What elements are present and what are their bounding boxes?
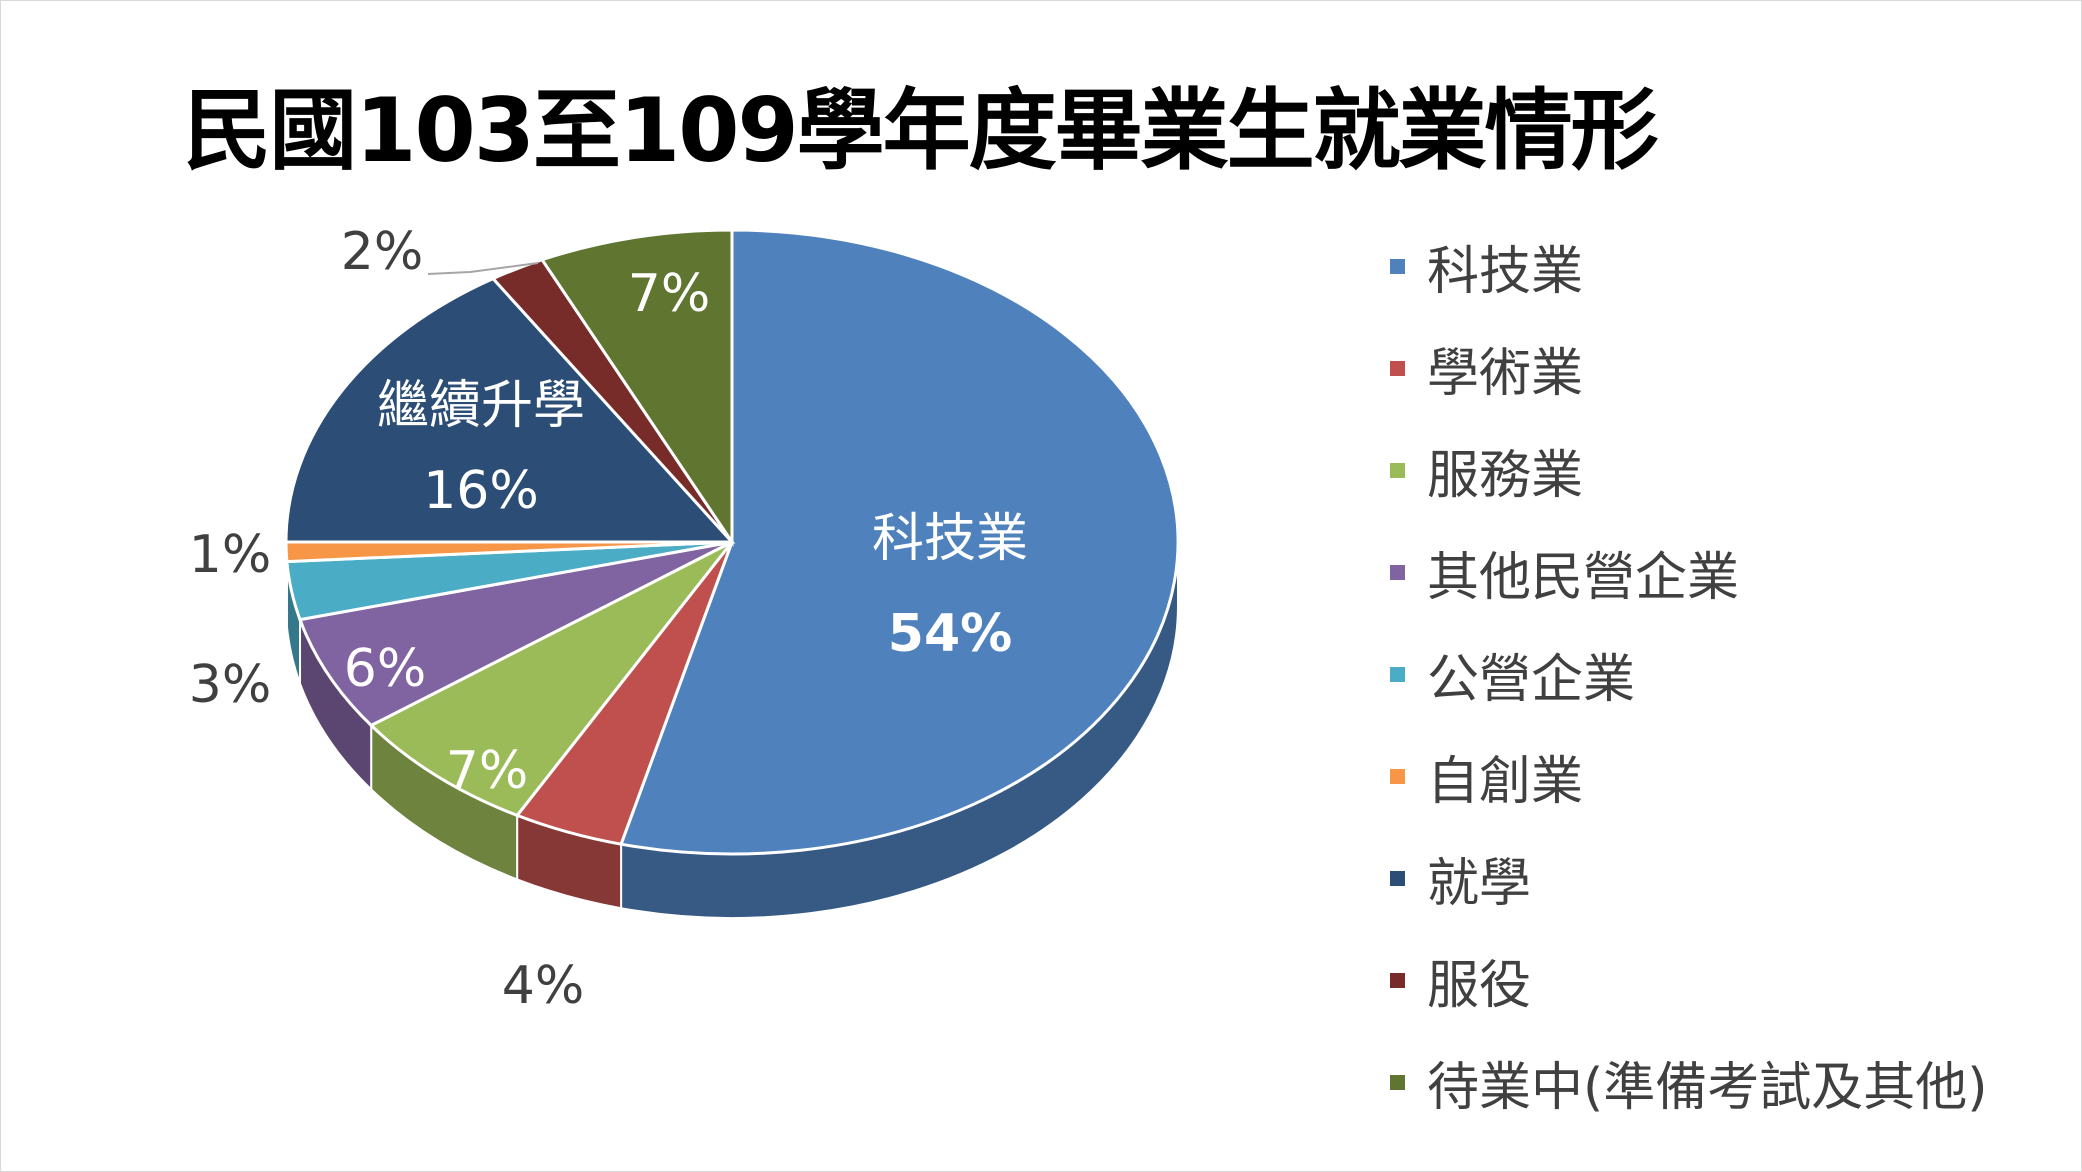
legend-label: 服役 <box>1427 955 1532 1016</box>
legend-item: 服役 <box>1390 929 1988 1031</box>
legend-swatch <box>1390 972 1405 988</box>
legend-swatch <box>1390 360 1405 376</box>
data-label: 4% <box>502 956 585 1016</box>
legend-label: 公營企業 <box>1427 649 1636 710</box>
legend-item: 科技業 <box>1390 215 1988 317</box>
data-label: 3% <box>189 655 272 715</box>
data-label: 7% <box>628 264 711 324</box>
legend-label: 學術業 <box>1427 343 1584 404</box>
data-label: 6% <box>344 639 427 699</box>
pie-slice <box>284 276 736 544</box>
pie-slice <box>368 540 734 818</box>
legend-swatch <box>1390 564 1405 580</box>
legend: 科技業學術業服務業其他民營企業 公營企業自創業就學服役待業中(準備考試及其他) <box>1390 215 1988 1133</box>
data-label: 54% <box>888 604 1012 664</box>
data-label: 7% <box>446 741 529 801</box>
legend-swatch <box>1390 462 1405 478</box>
legend-label: 服務業 <box>1427 445 1584 506</box>
legend-label: 自創業 <box>1427 751 1584 812</box>
legend-item: 就學 <box>1390 827 1988 929</box>
legend-item: 待業中(準備考試及其他) <box>1390 1031 1988 1133</box>
legend-swatch <box>1390 768 1405 784</box>
legend-swatch <box>1390 666 1405 682</box>
legend-label: 其他民營企業 <box>1427 547 1740 608</box>
legend-label: 待業中(準備考試及其他) <box>1427 1057 1988 1118</box>
legend-item: 學術業 <box>1390 317 1988 419</box>
chart-title: 民國103至109學年度畢業生就業情形 <box>183 79 1658 182</box>
data-label: 16% <box>423 461 539 521</box>
data-label: 2% <box>341 222 424 282</box>
pie-slice <box>297 540 733 728</box>
legend-label: 就學 <box>1427 853 1532 914</box>
legend-swatch <box>1390 1074 1405 1090</box>
data-label: 1% <box>189 525 272 585</box>
category-label: 科技業 <box>872 509 1028 569</box>
legend-item: 服務業 <box>1390 419 1988 521</box>
legend-item: 自創業 <box>1390 725 1988 827</box>
legend-item: 公營企業 <box>1390 623 1988 725</box>
legend-swatch <box>1390 258 1405 274</box>
leader-line <box>427 262 539 275</box>
pie-slice <box>539 228 734 547</box>
legend-label: 科技業 <box>1427 241 1584 302</box>
legend-item: 其他民營企業 <box>1390 521 1988 623</box>
category-label: 繼續升學 <box>377 376 585 436</box>
legend-swatch <box>1390 870 1405 886</box>
pie-slice <box>619 228 1180 856</box>
